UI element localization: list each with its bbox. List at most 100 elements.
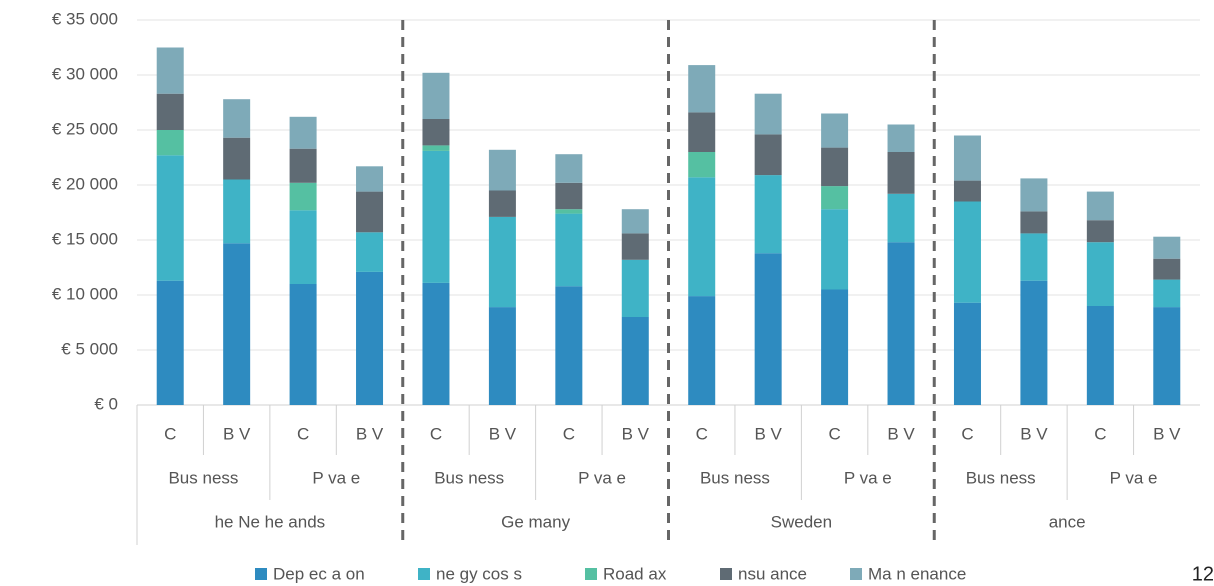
y-tick-label: € 0 xyxy=(94,394,118,413)
x-tick-label: B V xyxy=(887,424,915,443)
bar-segment xyxy=(356,271,384,405)
bar-segment xyxy=(1020,280,1048,405)
group-label: P va e xyxy=(578,468,626,487)
y-tick-label: € 25 000 xyxy=(52,119,118,138)
bar-segment xyxy=(887,152,915,194)
bar-segment xyxy=(289,182,317,211)
x-tick-label: C xyxy=(164,424,176,443)
bar-segment xyxy=(356,232,384,272)
legend-swatch xyxy=(850,568,862,580)
bar-segment xyxy=(688,152,716,178)
bar-segment xyxy=(223,243,251,405)
bar-segment xyxy=(821,147,849,187)
bar-segment xyxy=(356,191,384,233)
bar-segment xyxy=(289,148,317,183)
bar-segment xyxy=(754,175,782,254)
bar-segment xyxy=(488,216,516,308)
bar-segment xyxy=(356,166,384,192)
group-label: P va e xyxy=(312,468,360,487)
group-label: Bus ness xyxy=(434,468,504,487)
bar-segment xyxy=(688,65,716,113)
bar-segment xyxy=(555,286,583,405)
bar-segment xyxy=(754,253,782,405)
bar-segment xyxy=(688,296,716,405)
bar-segment xyxy=(887,193,915,243)
bar-segment xyxy=(821,186,849,210)
bar-segment xyxy=(1153,279,1181,308)
y-tick-label: € 10 000 xyxy=(52,284,118,303)
legend-swatch xyxy=(418,568,430,580)
bar-segment xyxy=(1020,233,1048,281)
x-tick-label: B V xyxy=(1153,424,1181,443)
x-tick-label: C xyxy=(828,424,840,443)
bar-segment xyxy=(156,155,184,281)
bar-segment xyxy=(821,289,849,405)
bar-segment xyxy=(422,282,450,405)
bar-segment xyxy=(688,177,716,297)
bar-segment xyxy=(621,317,649,405)
x-tick-label: B V xyxy=(223,424,251,443)
x-tick-label: C xyxy=(563,424,575,443)
bar-segment xyxy=(1153,258,1181,280)
bar-segment xyxy=(1153,236,1181,259)
bar-segment xyxy=(223,99,251,138)
bar-segment xyxy=(953,180,981,202)
legend-swatch xyxy=(585,568,597,580)
y-tick-label: € 35 000 xyxy=(52,9,118,28)
bar-segment xyxy=(754,134,782,176)
bar-segment xyxy=(289,210,317,284)
y-tick-label: € 30 000 xyxy=(52,64,118,83)
legend-swatch xyxy=(255,568,267,580)
bar-segment xyxy=(1020,211,1048,234)
bar-segment xyxy=(555,182,583,210)
legend-swatch xyxy=(720,568,732,580)
bar-segment xyxy=(821,209,849,290)
group-label: P va e xyxy=(1110,468,1158,487)
bar-segment xyxy=(688,112,716,152)
bar-segment xyxy=(156,93,184,130)
bar-segment xyxy=(754,93,782,135)
y-tick-label: € 20 000 xyxy=(52,174,118,193)
bar-segment xyxy=(887,242,915,405)
bar-segment xyxy=(555,154,583,183)
x-tick-label: C xyxy=(1094,424,1106,443)
bar-segment xyxy=(1086,191,1114,221)
bar-segment xyxy=(1153,307,1181,405)
legend-label: nsu ance xyxy=(738,564,807,583)
bar-segment xyxy=(821,113,849,148)
bar-segment xyxy=(1086,306,1114,405)
bar-segment xyxy=(289,116,317,149)
bar-segment xyxy=(488,149,516,191)
bar-segment xyxy=(1086,220,1114,243)
y-tick-label: € 15 000 xyxy=(52,229,118,248)
bar-segment xyxy=(422,145,450,151)
bar-segment xyxy=(156,47,184,94)
bar-segment xyxy=(555,209,583,214)
bar-segment xyxy=(488,190,516,217)
legend-label: Ma n enance xyxy=(868,564,966,583)
x-tick-label: C xyxy=(430,424,442,443)
bar-segment xyxy=(953,302,981,405)
bar-segment xyxy=(422,72,450,119)
country-label: Ge many xyxy=(501,512,570,531)
x-tick-label: B V xyxy=(754,424,782,443)
country-label: he Ne he ands xyxy=(215,512,326,531)
bar-segment xyxy=(1020,178,1048,212)
bar-segment xyxy=(422,119,450,146)
bar-segment xyxy=(223,179,251,244)
bar-segment xyxy=(953,201,981,303)
group-label: Bus ness xyxy=(966,468,1036,487)
bar-segment xyxy=(555,213,583,287)
bar-segment xyxy=(156,130,184,156)
bar-segment xyxy=(953,135,981,181)
country-label: ance xyxy=(1049,512,1086,531)
x-tick-label: C xyxy=(696,424,708,443)
legend-label: Dep ec a on xyxy=(273,564,365,583)
page-number: 12 xyxy=(1192,563,1214,585)
bar-segment xyxy=(422,150,450,283)
legend-label: ne gy cos s xyxy=(436,564,522,583)
bar-segment xyxy=(887,124,915,152)
y-tick-label: € 5 000 xyxy=(61,339,118,358)
bar-segment xyxy=(1086,242,1114,306)
